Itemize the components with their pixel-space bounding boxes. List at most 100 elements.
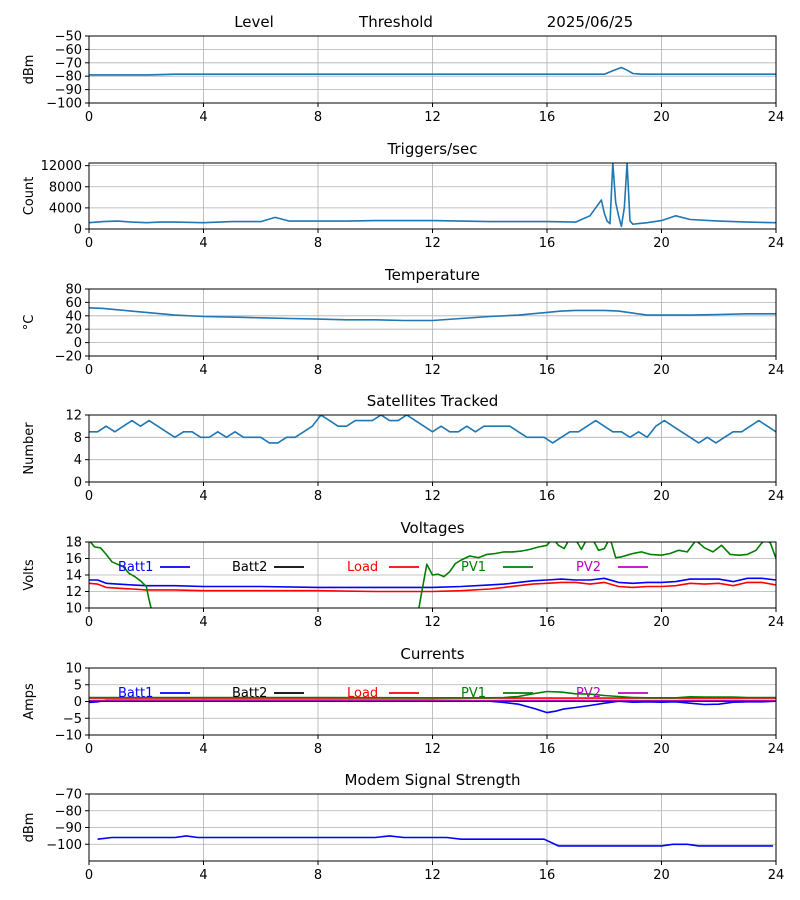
x-tick-label: 24 (768, 236, 785, 251)
legend-label: PV1 (461, 686, 486, 701)
x-tick-label: 16 (539, 489, 556, 504)
y-tick-label: −80 (55, 804, 82, 819)
x-tick-label: 20 (653, 489, 670, 504)
x-tick-label: 24 (768, 110, 785, 125)
x-tick-label: 20 (653, 868, 670, 883)
x-tick-label: 24 (768, 363, 785, 378)
legend-label: Batt2 (232, 560, 267, 575)
legend-label: Batt1 (118, 686, 153, 701)
y-tick-label: 0 (74, 476, 82, 491)
x-tick-label: 24 (768, 489, 785, 504)
x-tick-label: 4 (199, 615, 207, 630)
y-tick-label: −80 (55, 70, 82, 85)
legend-label: Batt1 (118, 560, 153, 575)
x-tick-label: 8 (314, 489, 322, 504)
y-tick-label: 14 (65, 569, 82, 584)
chart-title: Triggers/sec (387, 140, 478, 158)
x-tick-label: 8 (314, 742, 322, 757)
y-tick-label: 8000 (49, 180, 82, 195)
series-line-voltages-0 (89, 577, 776, 589)
header-level: Level (234, 13, 274, 31)
series-line-voltages-2 (89, 542, 776, 608)
x-tick-label: 12 (424, 236, 441, 251)
x-tick-label: 12 (424, 363, 441, 378)
y-tick-label: 10 (65, 662, 82, 677)
y-tick-label: −10 (55, 729, 82, 744)
x-tick-label: 16 (539, 615, 556, 630)
series-line-modem-0 (97, 835, 774, 847)
y-tick-label: 8 (74, 431, 82, 446)
y-tick-label: 40 (65, 309, 82, 324)
x-tick-label: 24 (768, 742, 785, 757)
y-tick-label: −60 (55, 43, 82, 58)
x-tick-label: 8 (314, 236, 322, 251)
series-line-currents-3 (89, 690, 776, 699)
y-tick-label: 18 (65, 536, 82, 551)
y-tick-label: −100 (46, 838, 82, 853)
header-threshold: Threshold (358, 13, 433, 31)
legend-label: PV2 (576, 686, 601, 701)
chart-title: Satellites Tracked (367, 392, 498, 410)
y-tick-label: −100 (46, 97, 82, 112)
x-tick-label: 4 (199, 868, 207, 883)
chart-modem: 0 4 8 12 16 20 24 −100 −90 −80−70 Modem Signal Str… (22, 771, 784, 883)
y-axis-label: Amps (22, 683, 37, 720)
series-line-satellites-0 (89, 415, 776, 444)
x-tick-label: 0 (85, 868, 93, 883)
y-tick-label: 16 (65, 552, 82, 567)
chart-level: 0 4 8 12 16 20 24 −100−90−80−70−60−50 dBm (22, 30, 784, 126)
y-tick-label: 0 (74, 695, 82, 710)
legend-label: PV1 (461, 560, 486, 575)
y-tick-label: −5 (63, 712, 82, 727)
y-axis-label: dBm (22, 813, 37, 843)
x-tick-label: 8 (314, 110, 322, 125)
x-tick-label: 0 (85, 489, 93, 504)
x-tick-label: 4 (199, 363, 207, 378)
y-tick-label: 60 (65, 296, 82, 311)
y-tick-label: 20 (65, 323, 82, 338)
chart-title: Temperature (384, 266, 480, 284)
x-tick-label: 16 (539, 742, 556, 757)
x-tick-label: 12 (424, 615, 441, 630)
y-axis-label: Count (22, 177, 37, 216)
y-axis-label: °C (22, 315, 37, 331)
y-tick-label: 0 (74, 336, 82, 351)
chart-title: Currents (400, 645, 464, 663)
chart-title: Modem Signal Strength (345, 771, 521, 789)
y-tick-label: −70 (55, 788, 82, 803)
y-tick-label: 5 (74, 678, 82, 693)
chart-satellites: 0 4 8 12 16 20 24 0 4 8 12 Satellites Tracked Number (22, 392, 784, 504)
x-tick-label: 20 (653, 742, 670, 757)
y-tick-label: −90 (55, 83, 82, 98)
legend-label: Load (347, 686, 378, 701)
y-axis-label: Number (22, 422, 37, 475)
x-tick-label: 8 (314, 868, 322, 883)
x-tick-label: 8 (314, 363, 322, 378)
y-tick-label: −20 (55, 350, 82, 365)
x-tick-label: 16 (539, 868, 556, 883)
x-tick-label: 4 (199, 236, 207, 251)
x-tick-label: 20 (653, 363, 670, 378)
series-line-temperature-0 (89, 307, 776, 322)
x-tick-label: 16 (539, 110, 556, 125)
series-line-voltages-1 (89, 581, 776, 593)
y-tick-label: −70 (55, 56, 82, 71)
legend-label: Load (347, 560, 378, 575)
x-tick-label: 4 (199, 489, 207, 504)
x-tick-label: 12 (424, 742, 441, 757)
y-tick-label: 4000 (49, 201, 82, 216)
series-line-triggers-0 (89, 163, 776, 228)
x-tick-label: 0 (85, 363, 93, 378)
y-tick-label: 4 (74, 453, 82, 468)
x-tick-label: 8 (314, 615, 322, 630)
y-tick-label: 12 (65, 585, 82, 600)
x-tick-label: 4 (199, 110, 207, 125)
x-tick-label: 24 (768, 868, 785, 883)
x-tick-label: 0 (85, 236, 93, 251)
x-tick-label: 20 (653, 615, 670, 630)
x-tick-label: 0 (85, 615, 93, 630)
